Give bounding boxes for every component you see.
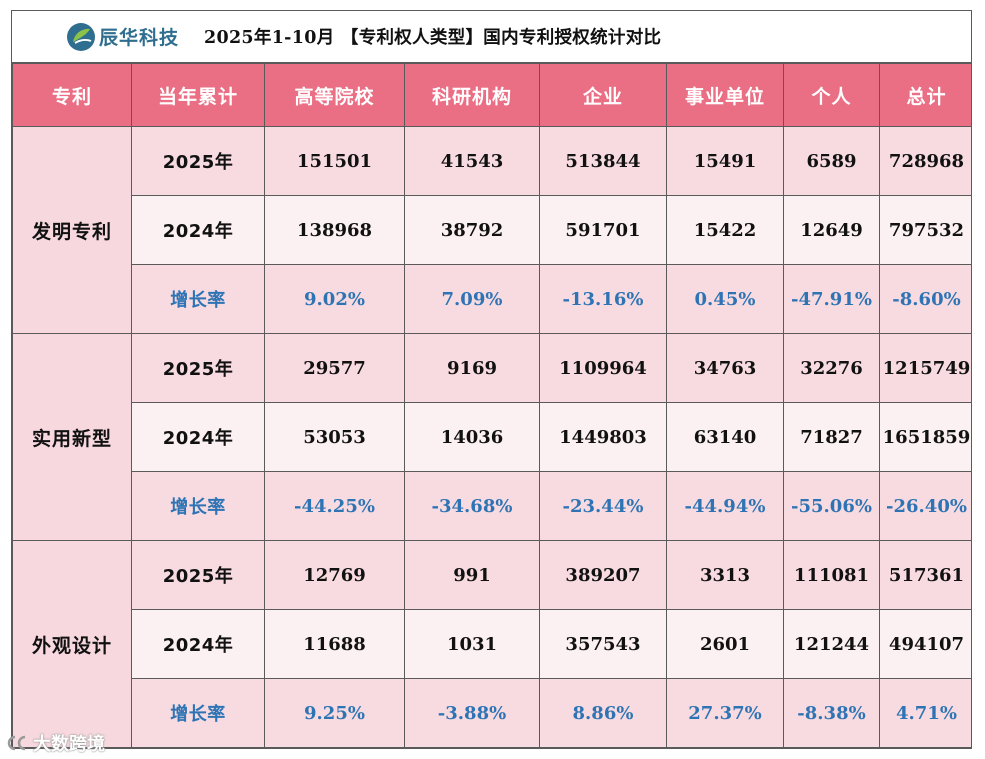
growth-row: 增长率 -44.25% -34.68% -23.44% -44.94% -55.…: [13, 471, 971, 541]
col-header-patent: 专利: [12, 63, 132, 127]
table-cell: 63140: [666, 402, 784, 472]
col-header-cumulative: 当年累计: [131, 63, 265, 127]
growth-label: 增长率: [131, 471, 265, 541]
table-cell: 15491: [666, 126, 784, 196]
stats-table-card: 辰华科技 2025年1-10月 【专利权人类型】国内专利授权统计对比 专利 当年…: [11, 10, 972, 749]
table-cell: 151501: [264, 126, 405, 196]
table-cell: 41543: [404, 126, 540, 196]
row-label: 2025年: [131, 126, 265, 196]
table-cell: 991: [404, 540, 540, 610]
table-cell: 29577: [264, 333, 405, 403]
col-header-research-institutes: 科研机构: [404, 63, 540, 127]
table-row: 实用新型 2025年 29577 9169 1109964 34763 3227…: [12, 333, 971, 541]
table-cell: 1449803: [539, 402, 667, 472]
row-label: 2025年: [131, 540, 265, 610]
table-cell: 9169: [404, 333, 540, 403]
growth-cell: 4.71%: [879, 678, 971, 748]
table-cell: 517361: [879, 540, 971, 610]
table-cell: 6589: [783, 126, 880, 196]
growth-cell: -23.44%: [539, 471, 667, 541]
growth-cell: 27.37%: [666, 678, 784, 748]
table-row: 发明专利 2025年 151501 41543 513844 15491 658…: [12, 126, 971, 334]
table-cell: 12769: [264, 540, 405, 610]
growth-cell: 9.25%: [264, 678, 405, 748]
row-label: 2025年: [131, 333, 265, 403]
patent-type-invention: 发明专利: [12, 126, 132, 334]
growth-cell: -34.68%: [404, 471, 540, 541]
col-header-individuals: 个人: [783, 63, 880, 127]
table-row: 外观设计 2025年 12769 991 389207 3313 111081 …: [12, 540, 971, 748]
table-cell: 357543: [539, 609, 667, 679]
table-row: 2024年 11688 1031 357543 2601 121244 4941…: [13, 609, 971, 679]
table-cell: 1109964: [539, 333, 667, 403]
watermark: 大数跨境: [6, 730, 105, 756]
row-label: 2024年: [131, 402, 265, 472]
company-logo: 辰华科技: [66, 22, 204, 52]
col-header-total: 总计: [879, 63, 971, 127]
table-cell: 138968: [264, 195, 405, 265]
col-header-enterprises: 企业: [539, 63, 667, 127]
growth-cell: 9.02%: [264, 264, 405, 334]
title-bar: 辰华科技 2025年1-10月 【专利权人类型】国内专利授权统计对比: [12, 11, 971, 63]
watermark-logo-icon: [7, 735, 26, 751]
logo-text: 辰华科技: [99, 27, 180, 49]
table-cell: 121244: [783, 609, 880, 679]
table-cell: 11688: [264, 609, 405, 679]
row-label: 2024年: [131, 195, 265, 265]
patent-type-design: 外观设计: [12, 540, 132, 748]
table-cell: 14036: [404, 402, 540, 472]
growth-label: 增长率: [131, 264, 265, 334]
patent-type-utility-model: 实用新型: [12, 333, 132, 541]
table-cell: 111081: [783, 540, 880, 610]
header-row: 专利 当年累计 高等院校 科研机构 企业 事业单位 个人 总计: [12, 63, 971, 127]
table-cell: 12649: [783, 195, 880, 265]
growth-cell: -44.25%: [264, 471, 405, 541]
leaf-logo-icon: [67, 22, 95, 51]
row-label: 2024年: [131, 609, 265, 679]
growth-row: 增长率 9.25% -3.88% 8.86% 27.37% -8.38% 4.7…: [13, 678, 971, 748]
growth-cell: 7.09%: [404, 264, 540, 334]
growth-cell: -13.16%: [539, 264, 667, 334]
table-cell: 728968: [879, 126, 971, 196]
table-cell: 494107: [879, 609, 971, 679]
table-cell: 513844: [539, 126, 667, 196]
table-cell: 797532: [879, 195, 971, 265]
growth-cell: -44.94%: [666, 471, 784, 541]
table-cell: 53053: [264, 402, 405, 472]
watermark-text: 大数跨境: [33, 734, 105, 755]
growth-cell: 8.86%: [539, 678, 667, 748]
table-cell: 3313: [666, 540, 784, 610]
patent-stats-table: 专利 当年累计 高等院校 科研机构 企业 事业单位 个人 总计 发明专利 202…: [12, 63, 971, 748]
col-header-public-institutions: 事业单位: [666, 63, 784, 127]
growth-cell: -26.40%: [879, 471, 971, 541]
col-header-universities: 高等院校: [264, 63, 405, 127]
growth-cell: -55.06%: [783, 471, 880, 541]
growth-row: 增长率 9.02% 7.09% -13.16% 0.45% -47.91% -8…: [13, 264, 971, 334]
growth-cell: 0.45%: [666, 264, 784, 334]
table-cell: 15422: [666, 195, 784, 265]
table-cell: 389207: [539, 540, 667, 610]
growth-cell: -47.91%: [783, 264, 880, 334]
growth-cell: -8.38%: [783, 678, 880, 748]
table-row: 2024年 53053 14036 1449803 63140 71827 16…: [13, 402, 971, 472]
table-cell: 32276: [783, 333, 880, 403]
table-cell: 38792: [404, 195, 540, 265]
page-title: 2025年1-10月 【专利权人类型】国内专利授权统计对比: [204, 28, 662, 48]
growth-cell: -8.60%: [879, 264, 971, 334]
table-cell: 591701: [539, 195, 667, 265]
table-cell: 2601: [666, 609, 784, 679]
table-cell: 1215749: [879, 333, 971, 403]
table-cell: 1651859: [879, 402, 971, 472]
table-cell: 34763: [666, 333, 784, 403]
growth-cell: -3.88%: [404, 678, 540, 748]
table-cell: 71827: [783, 402, 880, 472]
growth-label: 增长率: [131, 678, 265, 748]
table-cell: 1031: [404, 609, 540, 679]
table-row: 2024年 138968 38792 591701 15422 12649 79…: [13, 195, 971, 265]
